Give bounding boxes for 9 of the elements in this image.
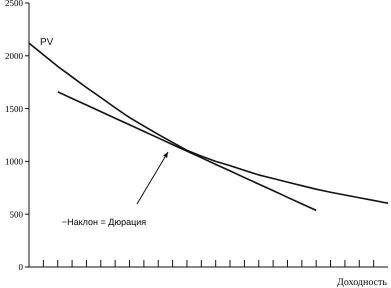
y-tick-label: 500: [10, 209, 24, 220]
y-tick-label: 2500: [5, 0, 24, 8]
y-tick-label: 2000: [5, 50, 24, 61]
series-label: PV: [40, 37, 54, 48]
y-tick-label: 1500: [5, 104, 24, 114]
y-tick-label: 1000: [5, 156, 24, 167]
x-axis-title: Доходность: [337, 277, 388, 288]
annotation: −Наклон = Дюрация: [62, 217, 146, 227]
y-tick-label: 0: [18, 262, 24, 272]
